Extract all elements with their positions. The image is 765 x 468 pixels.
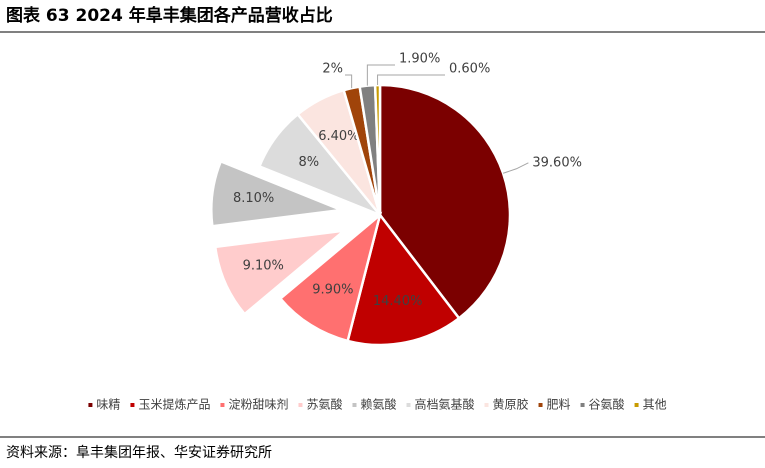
source-note: 资料来源：阜丰集团年报、华安证券研究所 — [6, 444, 272, 461]
legend-swatch — [130, 403, 135, 407]
legend-swatch — [406, 403, 411, 407]
legend-label: 肥料 — [547, 398, 571, 412]
chart-title: 图表 63 2024 年阜丰集团各产品营收占比 — [6, 5, 333, 26]
legend-label: 玉米提炼产品 — [138, 397, 210, 412]
pie-slice — [213, 228, 349, 316]
slice-label: 8.10% — [233, 191, 274, 206]
legend-label: 其他 — [643, 398, 667, 412]
slice-label: 39.60% — [532, 155, 582, 170]
slice-label: 8% — [298, 155, 319, 170]
slice-label: 14.40% — [373, 294, 423, 309]
legend: 味精 玉米提炼产品 淀粉甜味剂 苏氨酸 赖氨酸 高档氨基酸 黄原胶 肥料 谷氨酸 其他 — [88, 397, 667, 412]
pie-slice — [210, 159, 347, 228]
legend-label: 谷氨酸 — [589, 397, 625, 412]
leader-line — [377, 74, 445, 86]
legend-swatch — [88, 403, 93, 407]
legend-label: 苏氨酸 — [306, 397, 342, 412]
pie-slice — [373, 83, 382, 216]
legend-swatch — [298, 403, 303, 407]
legend-swatch — [220, 403, 225, 407]
slice-label: 0.60% — [449, 62, 490, 77]
legend-swatch — [352, 403, 357, 407]
legend-swatch — [538, 403, 543, 407]
slice-label: 1.90% — [399, 52, 440, 67]
pie-slice — [378, 83, 512, 320]
slice-label: 9.90% — [312, 282, 353, 297]
legend-label: 淀粉甜味剂 — [228, 397, 288, 412]
legend-swatch — [484, 403, 489, 407]
leader-line — [366, 64, 395, 86]
legend-label: 黄原胶 — [493, 397, 529, 412]
pie-slice — [346, 212, 461, 347]
leader-line — [502, 162, 529, 174]
legend-label: 高档氨基酸 — [415, 397, 475, 412]
leader-line — [345, 74, 353, 89]
legend-label: 味精 — [96, 398, 120, 412]
legend-swatch — [634, 403, 639, 407]
legend-swatch — [580, 403, 585, 407]
pie-slice — [278, 211, 383, 343]
slice-label: 6.40% — [318, 129, 359, 144]
slice-label: 2% — [322, 62, 343, 77]
legend-label: 赖氨酸 — [360, 397, 396, 412]
slice-label: 9.10% — [243, 258, 284, 273]
